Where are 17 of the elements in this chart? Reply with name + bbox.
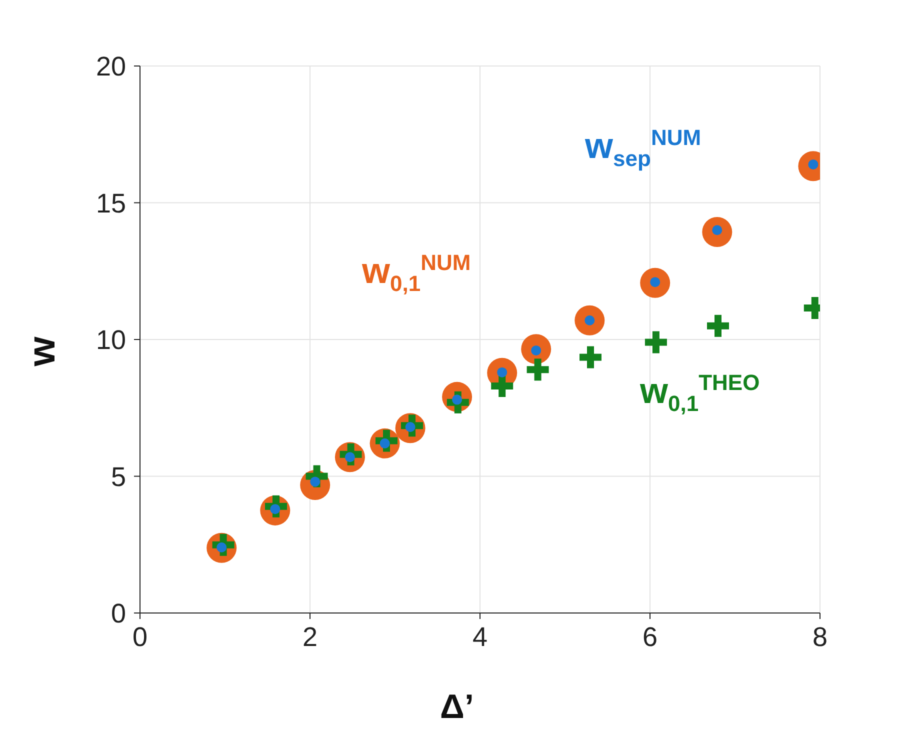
y-tick-label: 0 <box>110 598 126 629</box>
x-axis-title: Δ’ <box>440 688 474 727</box>
x-tick-label: 0 <box>132 622 148 652</box>
x-tick-label: 6 <box>642 622 658 652</box>
y-tick-label: 10 <box>96 325 126 356</box>
point <box>707 314 729 337</box>
x-tick-label: 4 <box>472 622 488 652</box>
y-tick-label: 5 <box>110 462 126 492</box>
x-tick-label: 8 <box>812 622 828 652</box>
point <box>526 358 549 381</box>
y-tick-label: 15 <box>96 188 126 218</box>
x-tick-label: 2 <box>302 622 318 652</box>
point <box>580 346 602 368</box>
point <box>644 331 667 354</box>
point <box>491 374 514 397</box>
y-axis-title: w <box>21 336 64 366</box>
y-tick-label: 20 <box>96 52 126 82</box>
